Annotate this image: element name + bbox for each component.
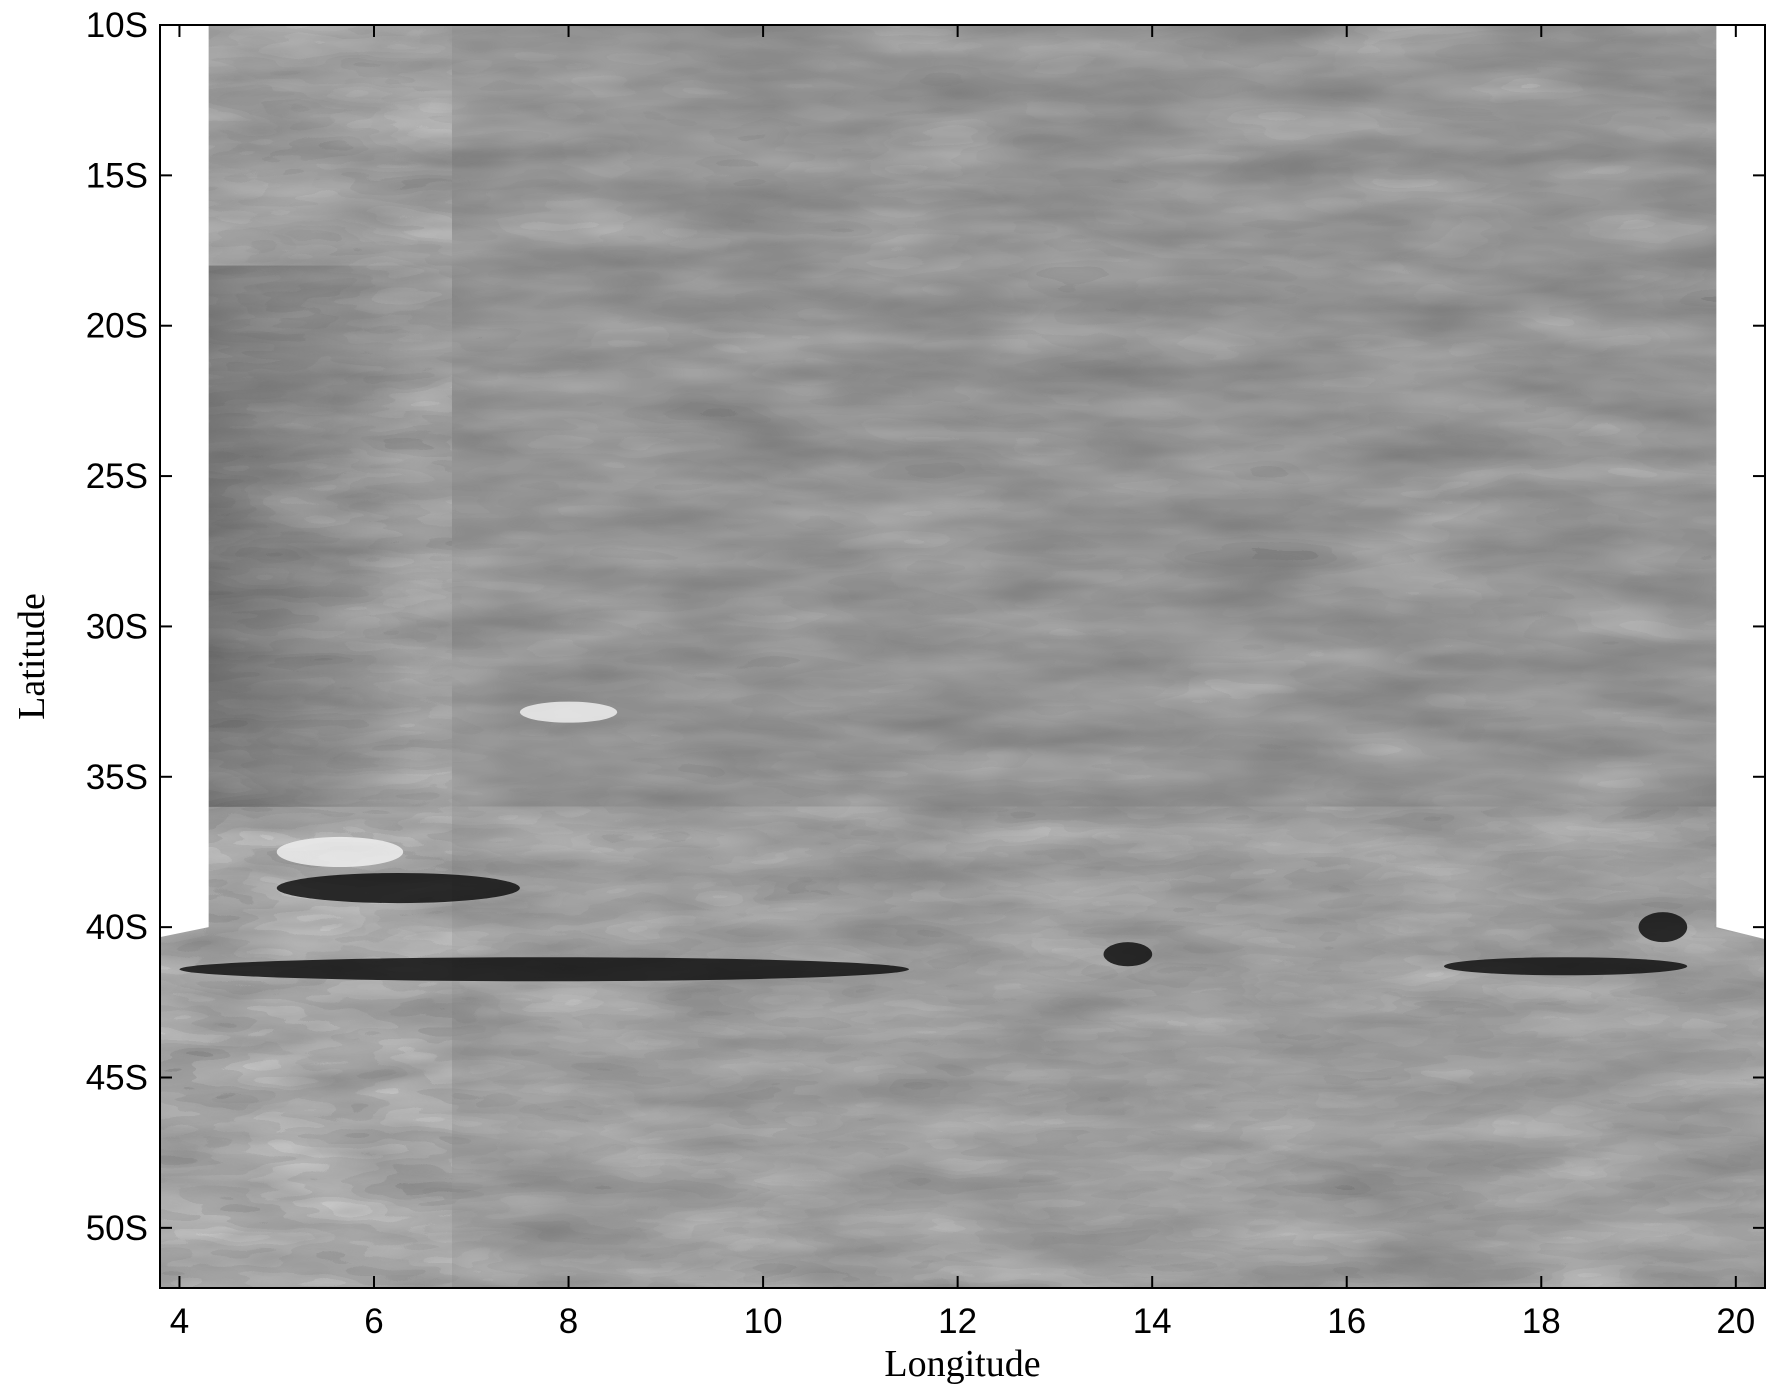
- feature-7: [519, 701, 618, 723]
- x-axis: 4 6 8 10 12 14 16 18 20: [170, 25, 1755, 1341]
- x-tick-label: 20: [1716, 1302, 1755, 1341]
- x-tick-label: 16: [1327, 1302, 1366, 1341]
- feature-2: [276, 873, 520, 904]
- y-tick-label: 50S: [86, 1209, 148, 1248]
- no-data-region-right: [1716, 25, 1765, 940]
- feature-6: [1444, 957, 1688, 976]
- y-tick-label: 45S: [86, 1059, 148, 1098]
- feature-3: [179, 957, 909, 982]
- feature-4: [1103, 942, 1153, 967]
- feature-1: [276, 836, 404, 867]
- y-tick-label: 25S: [86, 457, 148, 496]
- y-tick-label: 35S: [86, 758, 148, 797]
- x-tick-label: 4: [170, 1302, 189, 1341]
- x-tick-label: 14: [1133, 1302, 1172, 1341]
- y-tick-label: 40S: [86, 908, 148, 947]
- plot-area: [160, 25, 1765, 1288]
- no-data-region-left: [160, 25, 209, 938]
- x-axis-label: Longitude: [884, 1343, 1040, 1385]
- x-tick-label: 12: [938, 1302, 977, 1341]
- x-tick-label: 8: [559, 1302, 578, 1341]
- x-tick-label: 10: [744, 1302, 783, 1341]
- feature-0: [208, 265, 423, 807]
- x-tick-label: 6: [364, 1302, 383, 1341]
- feature-layer: [179, 265, 1688, 982]
- y-tick-label: 15S: [86, 156, 148, 195]
- x-tick-label: 18: [1522, 1302, 1561, 1341]
- y-tick-label: 20S: [86, 307, 148, 346]
- y-axis-label: Latitude: [11, 593, 53, 720]
- y-axis: 10S 15S 20S 25S 30S 35S 40S 45S 50S: [86, 6, 1765, 1248]
- y-tick-label: 10S: [86, 6, 148, 45]
- y-tick-label: 30S: [86, 607, 148, 646]
- plot-frame: [159, 24, 1766, 1289]
- feature-5: [1638, 912, 1688, 943]
